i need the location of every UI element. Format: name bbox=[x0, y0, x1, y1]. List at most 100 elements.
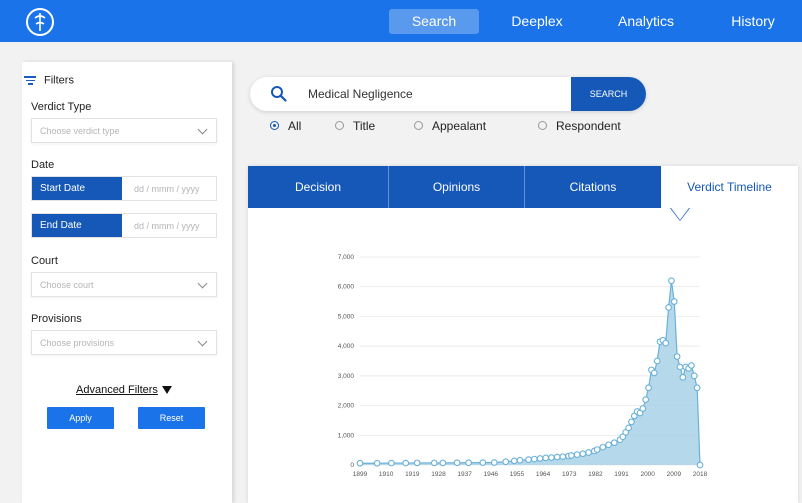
tab-decision[interactable]: Decision bbox=[248, 166, 388, 208]
x-tick-label: 1955 bbox=[510, 471, 525, 478]
timeline-point bbox=[690, 372, 698, 380]
timeline-point bbox=[696, 461, 704, 469]
timeline-point bbox=[670, 298, 678, 305]
x-tick-label: 1964 bbox=[536, 471, 551, 478]
scope-radio-all[interactable]: All bbox=[270, 119, 301, 133]
apply-button[interactable]: Apply bbox=[47, 407, 114, 429]
scope-respondent-label: Respondent bbox=[556, 119, 621, 133]
x-tick-label: 1919 bbox=[405, 471, 420, 478]
search-button[interactable]: SEARCH bbox=[571, 77, 646, 111]
nav-deeplex[interactable]: Deeplex bbox=[511, 13, 563, 29]
radio-icon bbox=[414, 121, 423, 131]
timeline-point bbox=[536, 455, 544, 462]
timeline-point bbox=[599, 443, 607, 451]
scope-radio-title[interactable]: Title bbox=[335, 119, 375, 133]
nav-history[interactable]: History bbox=[731, 13, 775, 29]
timeline-point bbox=[593, 446, 601, 453]
timeline-point bbox=[639, 405, 647, 412]
start-date-field[interactable]: Start Date dd / mmm / yyyy bbox=[31, 176, 217, 201]
filters-header[interactable]: Filters bbox=[24, 74, 74, 87]
nav-analytics[interactable]: Analytics bbox=[617, 13, 675, 29]
timeline-point bbox=[579, 450, 587, 458]
timeline-point bbox=[568, 452, 575, 459]
chevron-down-icon bbox=[197, 336, 208, 347]
timeline-point bbox=[510, 457, 518, 465]
timeline-point bbox=[356, 459, 364, 467]
timeline-point bbox=[676, 363, 684, 371]
caret-down-icon bbox=[161, 386, 172, 395]
x-tick-label: 2018 bbox=[693, 471, 708, 478]
timeline-point bbox=[679, 373, 687, 381]
radio-selected-icon bbox=[270, 121, 279, 131]
scope-radio-appealant[interactable]: Appealant bbox=[414, 119, 486, 133]
timeline-point bbox=[650, 369, 658, 377]
timeline-point bbox=[553, 453, 561, 461]
search-icon bbox=[271, 86, 287, 102]
y-tick-label: 6,000 bbox=[338, 284, 355, 291]
timeline-point bbox=[465, 459, 472, 467]
radio-icon bbox=[335, 121, 344, 131]
timeline-point bbox=[490, 459, 498, 466]
timeline-point bbox=[653, 357, 661, 365]
y-tick-label: 7,000 bbox=[338, 254, 355, 261]
timeline-point bbox=[688, 362, 695, 369]
y-tick-label: 3,000 bbox=[338, 373, 355, 380]
timeline-point bbox=[542, 454, 550, 462]
start-date-placeholder: dd / mmm / yyyy bbox=[134, 184, 200, 194]
end-date-placeholder: dd / mmm / yyyy bbox=[134, 221, 200, 231]
nav-search[interactable]: Search bbox=[389, 9, 479, 34]
timeline-point bbox=[693, 384, 701, 392]
filters-title: Filters bbox=[44, 74, 74, 87]
timeline-point bbox=[388, 459, 395, 467]
court-label: Court bbox=[31, 255, 58, 267]
x-tick-label: 1982 bbox=[588, 471, 603, 478]
end-date-field[interactable]: End Date dd / mmm / yyyy bbox=[31, 213, 217, 238]
timeline-point bbox=[625, 424, 632, 432]
advanced-filters-toggle[interactable]: Advanced Filters bbox=[76, 384, 172, 396]
x-tick-label: 1973 bbox=[562, 471, 577, 478]
results-panel: Decision Opinions Citations Verdict Time… bbox=[248, 166, 798, 503]
timeline-point bbox=[585, 449, 592, 456]
tab-opinions[interactable]: Opinions bbox=[388, 166, 524, 208]
timeline-point bbox=[559, 453, 567, 461]
filters-panel: Filters Verdict Type Choose verdict type… bbox=[22, 62, 232, 503]
x-tick-label: 2009 bbox=[667, 471, 682, 478]
filter-icon bbox=[24, 74, 36, 87]
scope-title-label: Title bbox=[353, 119, 376, 133]
y-tick-label: 5,000 bbox=[338, 313, 355, 320]
x-tick-label: 2000 bbox=[640, 471, 655, 478]
court-select[interactable]: Choose court bbox=[31, 272, 217, 297]
x-tick-label: 1910 bbox=[379, 471, 394, 478]
court-placeholder: Choose court bbox=[40, 280, 94, 290]
timeline-point bbox=[502, 458, 510, 466]
timeline-area bbox=[360, 280, 700, 465]
advanced-filters-label: Advanced Filters bbox=[76, 384, 158, 396]
app-logo-icon[interactable] bbox=[26, 8, 54, 36]
reset-button[interactable]: Reset bbox=[138, 407, 205, 429]
verdict-timeline-chart: 0 1,000 2,000 3,000 4,000 5,000 6,000 7,000 1899… bbox=[338, 254, 708, 478]
start-date-label: Start Date bbox=[32, 177, 122, 200]
scope-appealant-label: Appealant bbox=[432, 119, 487, 133]
y-tick-label: 2,000 bbox=[338, 403, 355, 410]
timeline-point bbox=[573, 451, 581, 458]
tab-citations[interactable]: Citations bbox=[524, 166, 661, 208]
timeline-point bbox=[662, 339, 670, 347]
timeline-point bbox=[628, 418, 635, 426]
x-tick-label: 1946 bbox=[484, 471, 499, 478]
timeline-point bbox=[516, 456, 524, 464]
provisions-select[interactable]: Choose provisions bbox=[31, 330, 217, 355]
verdict-type-select[interactable]: Choose verdict type bbox=[31, 118, 217, 143]
timeline-point bbox=[605, 441, 612, 449]
provisions-label: Provisions bbox=[31, 313, 82, 325]
verdict-type-label: Verdict Type bbox=[31, 101, 92, 113]
radio-icon bbox=[538, 121, 547, 131]
scope-radio-respondent[interactable]: Respondent bbox=[538, 119, 621, 133]
timeline-point bbox=[665, 304, 672, 311]
provisions-placeholder: Choose provisions bbox=[40, 338, 115, 348]
timeline-point bbox=[645, 384, 652, 392]
tab-verdict-timeline[interactable]: Verdict Timeline bbox=[661, 166, 798, 208]
x-tick-label: 1899 bbox=[353, 471, 368, 478]
timeline-point bbox=[479, 459, 487, 466]
y-tick-label: 0 bbox=[350, 462, 354, 469]
search-input[interactable]: Medical Negligence bbox=[308, 87, 413, 101]
